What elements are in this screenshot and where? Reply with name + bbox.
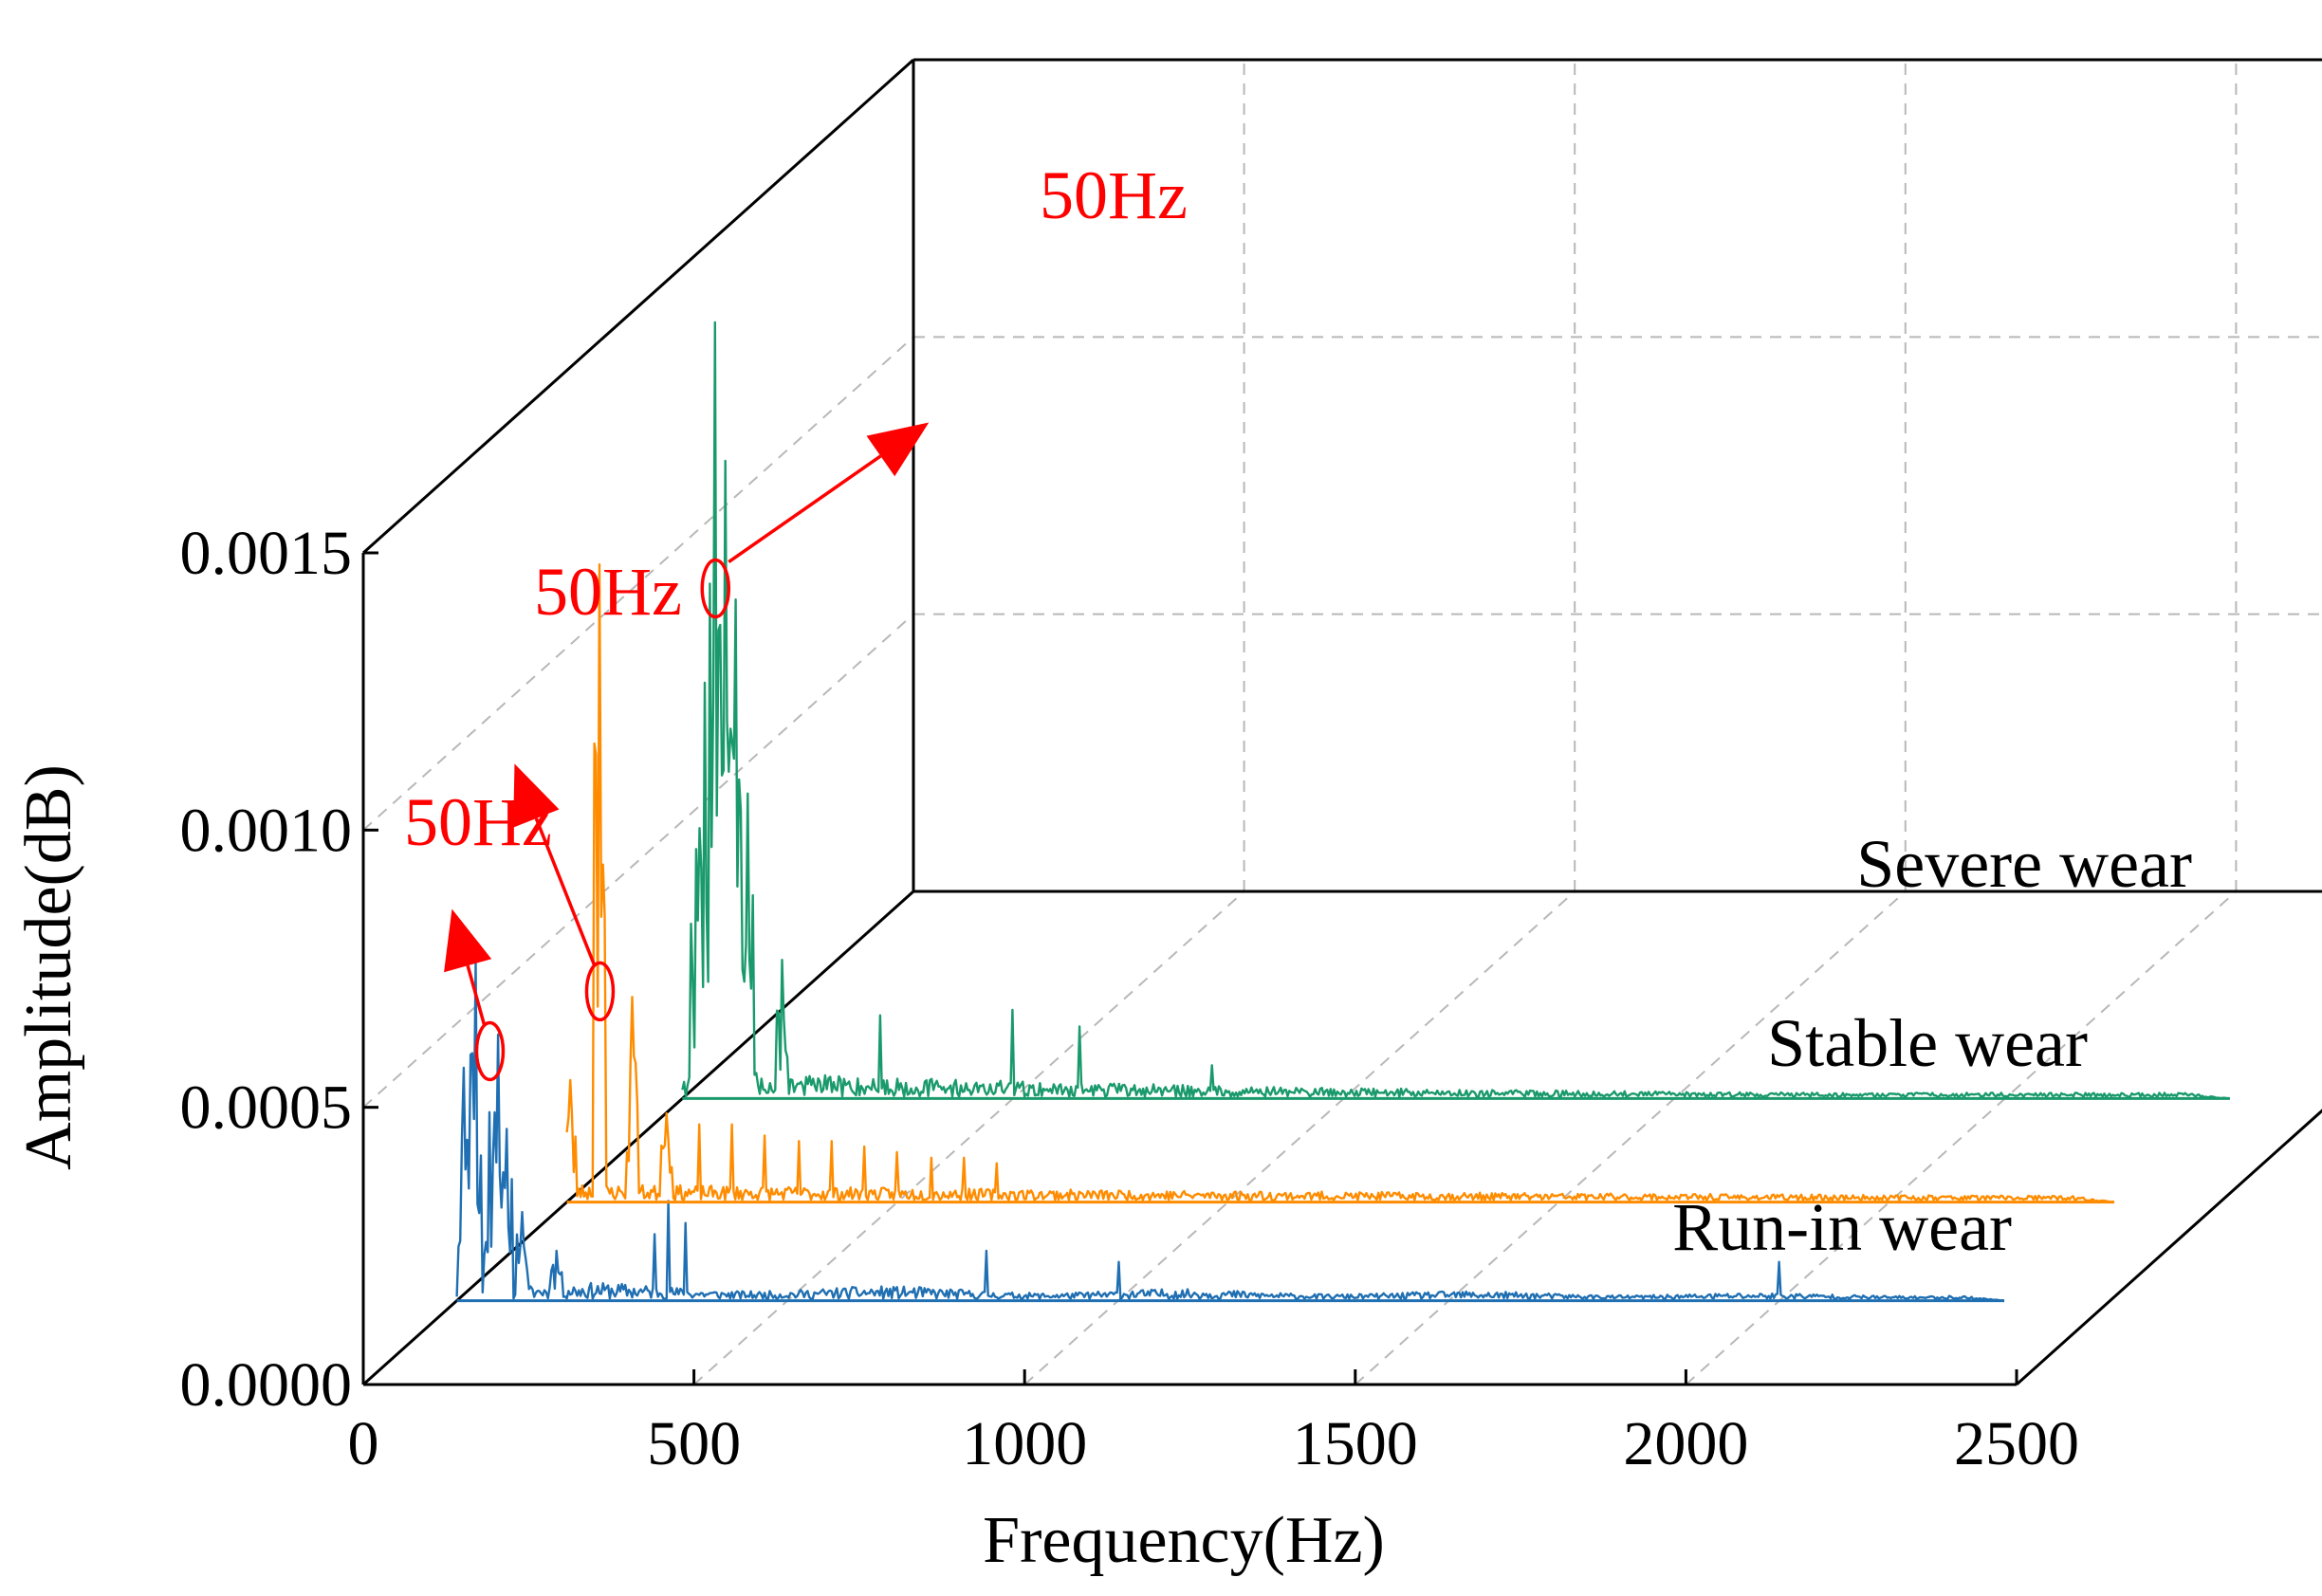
grid-floor-line [1354, 890, 1907, 1385]
x-tick-label: 500 [647, 1409, 741, 1478]
annotation-arrow-shaft [466, 964, 487, 1025]
y-tick-label: 0.0000 [180, 1350, 353, 1420]
y-axis-title: Amplitude(dB) [12, 764, 85, 1170]
series-layer [455, 321, 2230, 1303]
y-tick-label: 0.0015 [180, 519, 353, 588]
annotation-layer [444, 422, 930, 1082]
annotation-50hz-severe: 50Hz [1040, 157, 1188, 233]
series-label-severe-wear: Severe wear [1856, 826, 2192, 902]
annotation-circle [474, 1020, 506, 1082]
depth-axis-right [2015, 1109, 2322, 1386]
series-line-run-in-wear [455, 961, 2005, 1302]
series-label-run-in-wear: Run-in wear [1672, 1189, 2012, 1265]
annotation-circle [584, 961, 616, 1022]
annotation-circle [700, 558, 731, 619]
x-tick-label: 1500 [1293, 1409, 1418, 1478]
frame-top-left-edge [361, 58, 915, 555]
annotation-arrow-head [513, 763, 560, 828]
y-tick-label: 0.0005 [180, 1073, 353, 1143]
x-tick-label: 2500 [1954, 1409, 2079, 1478]
annotation-50hz-run-in: 50Hz [404, 784, 552, 860]
annotation-arrow-shaft [534, 817, 597, 966]
x-tick-label: 0 [348, 1409, 379, 1478]
grid-floor-line [2016, 1109, 2322, 1385]
x-axis-title: Frequency(Hz) [983, 1504, 1385, 1577]
grid-floor-line [1685, 890, 2238, 1385]
x-tick-label: 1000 [962, 1409, 1087, 1478]
annotation-arrow-head [866, 422, 930, 477]
grid-side-line [362, 613, 914, 1109]
y-tick-label: 0.0010 [180, 796, 353, 865]
annotation-arrow-head [444, 908, 492, 973]
axes-frame [361, 58, 2322, 1386]
annotation-arrow-shaft [728, 454, 882, 563]
grid-side-line [362, 336, 914, 832]
x-tick-label: 2000 [1623, 1409, 1748, 1478]
series-line-severe-wear [681, 321, 2230, 1100]
annotation-50hz-stable: 50Hz [534, 554, 682, 630]
grid-floor-line [1023, 890, 1576, 1385]
grid-floor-line [692, 890, 1245, 1385]
series-line-stable-wear [565, 563, 2115, 1203]
series-label-stable-wear: Stable wear [1767, 1005, 2088, 1081]
grid-layer [362, 59, 2322, 1385]
tick-layer: 0 500 1000 1500 2000 2500 0.0000 0.0005 0.0010 0.… [180, 519, 2080, 1478]
